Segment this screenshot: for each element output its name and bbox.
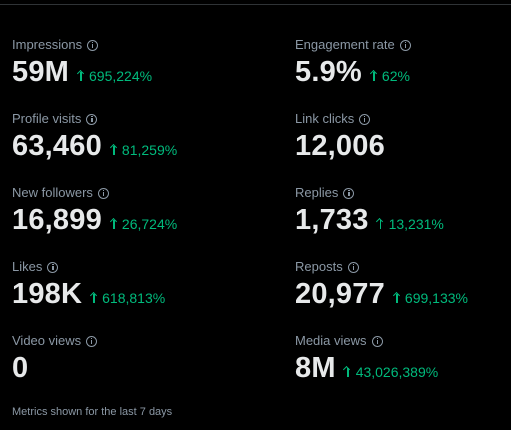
metric-change-value: 13,231% bbox=[388, 215, 444, 232]
arrow-up-icon bbox=[110, 144, 118, 155]
metric-value: 59M bbox=[12, 56, 70, 88]
metric-value-row: 59M 695,224% bbox=[12, 55, 295, 89]
metric-label: Impressions bbox=[12, 37, 83, 52]
metric-value-row: 5.9% 62% bbox=[295, 55, 500, 89]
metrics-grid: Impressions 59M 695,224% Engagement rate… bbox=[12, 36, 500, 406]
metric-label: Profile visits bbox=[12, 111, 82, 126]
metric-value: 16,899 bbox=[12, 204, 102, 236]
metric-change-value: 26,724% bbox=[121, 215, 178, 232]
metric-media-views: Media views 8M 43,026,389% bbox=[295, 332, 500, 406]
metric-value-row: 12,006 bbox=[295, 129, 500, 163]
metric-link-clicks: Link clicks 12,006 bbox=[295, 110, 500, 184]
metric-value: 5.9% bbox=[295, 56, 362, 88]
info-icon[interactable] bbox=[87, 39, 99, 51]
metric-engagement-rate: Engagement rate 5.9% 62% bbox=[295, 36, 500, 110]
metric-label-row: Impressions bbox=[12, 36, 295, 54]
metric-change-value: 62% bbox=[381, 67, 410, 84]
metric-profile-visits: Profile visits 63,460 81,259% bbox=[12, 110, 295, 184]
metric-label: Likes bbox=[12, 259, 43, 274]
metric-label-row: New followers bbox=[12, 184, 295, 202]
metric-change: 695,224% bbox=[77, 68, 152, 84]
metric-change: 62% bbox=[370, 68, 410, 84]
arrow-up-icon bbox=[393, 292, 401, 303]
metric-change-value: 695,224% bbox=[89, 67, 153, 84]
metric-value-row: 0 bbox=[12, 351, 295, 385]
metric-value-row: 198K 618,813% bbox=[12, 277, 295, 311]
metric-label-row: Reposts bbox=[295, 258, 500, 276]
arrow-up-icon bbox=[370, 70, 378, 81]
metric-label: Link clicks bbox=[295, 111, 355, 126]
arrow-up-icon bbox=[344, 366, 352, 377]
arrow-up-icon bbox=[90, 292, 98, 303]
metric-label: Media views bbox=[295, 333, 367, 348]
footer-note: Metrics shown for the last 7 days bbox=[12, 406, 173, 418]
metric-label-row: Profile visits bbox=[12, 110, 295, 128]
metric-value: 63,460 bbox=[12, 130, 102, 162]
info-icon[interactable] bbox=[343, 187, 355, 199]
metric-label: Reposts bbox=[295, 259, 343, 274]
metric-video-views: Video views 0 bbox=[12, 332, 295, 406]
metric-label: New followers bbox=[12, 185, 93, 200]
metric-value-row: 63,460 81,259% bbox=[12, 129, 295, 163]
info-icon[interactable] bbox=[86, 113, 98, 125]
metric-label-row: Video views bbox=[12, 332, 295, 350]
metric-change-value: 618,813% bbox=[102, 289, 166, 306]
metric-value: 12,006 bbox=[295, 130, 385, 162]
metric-label: Video views bbox=[12, 333, 82, 348]
metric-change-value: 81,259% bbox=[121, 141, 178, 158]
metric-impressions: Impressions 59M 695,224% bbox=[12, 36, 295, 110]
metric-value: 198K bbox=[12, 278, 83, 310]
metric-label: Engagement rate bbox=[295, 37, 395, 52]
metric-change-value: 43,026,389% bbox=[355, 363, 439, 380]
info-icon[interactable] bbox=[359, 113, 371, 125]
metric-reposts: Reposts 20,977 699,133% bbox=[295, 258, 500, 332]
arrow-up-icon bbox=[377, 218, 385, 229]
metric-value-row: 1,733 13,231% bbox=[295, 203, 500, 237]
metric-change: 13,231% bbox=[377, 216, 444, 232]
metric-value-row: 16,899 26,724% bbox=[12, 203, 295, 237]
metric-label-row: Media views bbox=[295, 332, 500, 350]
info-icon[interactable] bbox=[86, 335, 98, 347]
info-icon[interactable] bbox=[347, 261, 359, 273]
metric-change: 699,133% bbox=[393, 290, 468, 306]
metric-change: 618,813% bbox=[90, 290, 165, 306]
metric-replies: Replies 1,733 13,231% bbox=[295, 184, 500, 258]
metric-change: 81,259% bbox=[110, 142, 177, 158]
info-icon[interactable] bbox=[97, 187, 109, 199]
metric-value: 8M bbox=[295, 352, 336, 384]
info-icon[interactable] bbox=[399, 39, 411, 51]
metric-value: 20,977 bbox=[295, 278, 385, 310]
metric-value-row: 8M 43,026,389% bbox=[295, 351, 500, 385]
info-icon[interactable] bbox=[47, 261, 59, 273]
metric-new-followers: New followers 16,899 26,724% bbox=[12, 184, 295, 258]
metric-label-row: Engagement rate bbox=[295, 36, 500, 54]
metric-value: 0 bbox=[12, 352, 29, 384]
metric-label-row: Replies bbox=[295, 184, 500, 202]
metric-label-row: Likes bbox=[12, 258, 295, 276]
metric-label-row: Link clicks bbox=[295, 110, 500, 128]
metric-change: 26,724% bbox=[110, 216, 177, 232]
arrow-up-icon bbox=[77, 70, 85, 81]
metric-label: Replies bbox=[295, 185, 339, 200]
info-icon[interactable] bbox=[371, 335, 383, 347]
metric-value-row: 20,977 699,133% bbox=[295, 277, 500, 311]
metric-change-value: 699,133% bbox=[404, 289, 468, 306]
metric-value: 1,733 bbox=[295, 204, 369, 236]
metric-likes: Likes 198K 618,813% bbox=[12, 258, 295, 332]
metric-change: 43,026,389% bbox=[344, 363, 439, 380]
top-divider bbox=[0, 4, 511, 5]
arrow-up-icon bbox=[110, 218, 118, 229]
